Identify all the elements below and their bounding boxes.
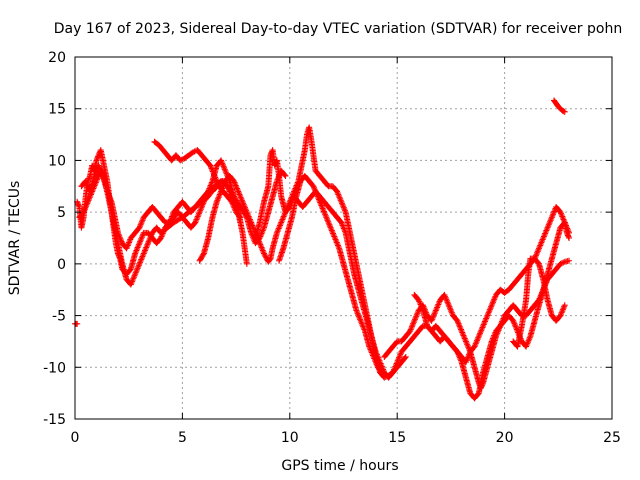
data-series-6 [252,147,573,381]
data-point [379,369,386,376]
plot-frame [74,56,613,420]
data-point [262,253,269,260]
data-series-10 [510,255,568,350]
data-point [401,354,408,361]
y-axis-label: SDTVAR / TECUs [7,181,23,296]
data-point [378,368,385,375]
data-point [282,172,289,179]
y-tick-label: -5 [52,309,66,325]
x-tick-label: 10 [281,430,299,446]
x-tick-label: 5 [178,430,187,446]
x-axis-label: GPS time / hours [281,458,398,474]
data-point [566,229,573,236]
y-tick-label: 10 [48,153,66,169]
y-tick-label: 20 [48,50,66,66]
data-point [237,214,244,221]
data-series-7 [276,172,386,376]
chart-title: Day 167 of 2023, Sidereal Day-to-day VTE… [54,21,622,37]
data-point [261,250,268,257]
x-tick-label: 20 [496,430,514,446]
data-point [177,157,184,164]
axis-ticks: 0 5 10 15 20 25 -15 -10 -5 0 5 10 15 20 [43,50,621,446]
data-point [566,235,573,241]
grid-lines [75,57,612,419]
data-point [402,353,409,360]
data-point [243,260,250,267]
y-tick-label: 0 [57,257,66,273]
data-point [566,257,573,264]
y-tick-label: 15 [48,102,66,118]
data-point [281,171,288,178]
y-tick-label: 5 [57,205,66,221]
data-point [561,302,568,309]
data-series-5 [196,124,409,381]
data-point [236,213,243,220]
data-point [237,219,244,226]
data-point [558,260,565,267]
y-tick-label: -15 [43,412,66,428]
data-point [200,251,207,258]
x-tick-label: 25 [603,430,621,446]
data-series-3 [76,167,289,288]
data-point [560,259,567,266]
data-point [178,156,185,163]
x-tick-label: 0 [71,430,80,446]
x-tick-label: 15 [388,430,406,446]
y-tick-label: -10 [43,360,66,376]
data-point [561,108,568,115]
data-series-11 [551,97,568,115]
data-point [190,149,197,156]
data-point [261,251,268,258]
data-marks [72,97,573,402]
data-point [557,260,564,267]
